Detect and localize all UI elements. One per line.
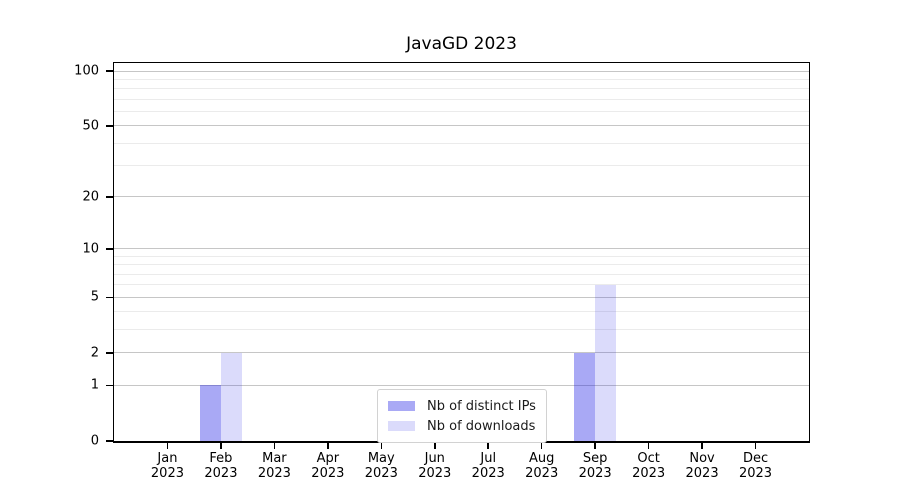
- minor-gridline: [114, 284, 809, 286]
- minor-gridline: [114, 311, 809, 313]
- x-tick-mark: [487, 441, 489, 449]
- x-tick-mark: [647, 441, 650, 449]
- x-tick-label: Sep 2023: [578, 451, 612, 481]
- bar-nb-of-downloads-sep: [595, 284, 617, 441]
- minor-gridline: [114, 273, 809, 275]
- minor-gridline: [114, 78, 809, 80]
- y-tick-mark: [106, 196, 113, 198]
- x-tick-mark: [540, 441, 543, 449]
- major-gridline: [114, 296, 809, 298]
- plot-area: Nb of distinct IPs Nb of downloads 0 1 2 5 1…: [74, 62, 810, 481]
- y-tick-mark: [106, 125, 113, 127]
- x-tick-label: Jul 2023: [471, 451, 505, 481]
- major-gridline: [114, 248, 809, 250]
- y-tick-label: 10: [82, 241, 99, 257]
- y-tick-label: 5: [90, 289, 99, 305]
- x-tick-label: Apr 2023: [311, 451, 345, 481]
- x-tick-label: May 2023: [364, 451, 398, 481]
- minor-gridline: [114, 142, 809, 144]
- minor-gridline: [114, 110, 809, 112]
- x-tick-mark: [166, 441, 169, 449]
- x-tick-mark: [273, 441, 276, 449]
- legend-swatch-distinct-ips: [388, 401, 415, 411]
- x-tick-mark: [220, 441, 222, 449]
- major-gridline: [114, 70, 809, 72]
- x-tick-label: Jan 2023: [150, 451, 184, 481]
- x-tick-label: Feb 2023: [204, 451, 238, 481]
- minor-gridline: [114, 165, 809, 167]
- y-tick-mark: [106, 384, 113, 387]
- minor-gridline: [114, 88, 809, 90]
- x-tick-label: Aug 2023: [525, 451, 559, 481]
- major-gridline: [114, 384, 809, 386]
- legend-label-distinct-ips: Nb of distinct IPs: [427, 398, 536, 414]
- major-gridline: [114, 125, 809, 127]
- y-tick-label: 20: [82, 189, 99, 205]
- bar-nb-of-distinct-ips-sep: [574, 352, 596, 441]
- x-tick-mark: [701, 441, 703, 449]
- x-tick-mark: [434, 441, 436, 449]
- y-tick-label: 1: [90, 377, 99, 393]
- chart-title: JavaGD 2023: [406, 34, 517, 54]
- y-tick-label: 2: [90, 345, 99, 361]
- x-tick-label: Mar 2023: [257, 451, 291, 481]
- minor-gridline: [114, 98, 809, 100]
- y-tick-label: 100: [74, 63, 99, 79]
- major-gridline: [114, 352, 809, 354]
- major-gridline: [114, 196, 809, 198]
- bar-nb-of-distinct-ips-feb: [199, 385, 221, 441]
- chart-legend: Nb of distinct IPs Nb of downloads: [377, 389, 547, 443]
- x-tick-mark: [327, 441, 329, 449]
- y-tick-label: 0: [90, 433, 99, 449]
- y-tick-mark: [106, 70, 113, 72]
- minor-gridline: [114, 264, 809, 266]
- x-tick-mark: [594, 441, 596, 449]
- y-tick-mark: [106, 440, 113, 442]
- x-tick-mark: [380, 441, 383, 449]
- y-tick-mark: [106, 352, 113, 354]
- x-tick-label: Nov 2023: [685, 451, 719, 481]
- y-tick-label: 50: [82, 118, 99, 134]
- minor-gridline: [114, 329, 809, 331]
- bar-nb-of-downloads-feb: [220, 352, 242, 441]
- minor-gridline: [114, 255, 809, 257]
- legend-item-distinct-ips: Nb of distinct IPs: [388, 396, 536, 416]
- x-tick-label: Jun 2023: [418, 451, 452, 481]
- legend-label-downloads: Nb of downloads: [427, 418, 536, 434]
- y-tick-mark: [106, 248, 113, 250]
- x-tick-mark: [754, 441, 757, 449]
- x-tick-label: Oct 2023: [632, 451, 666, 481]
- legend-swatch-downloads: [388, 421, 415, 431]
- y-tick-mark: [106, 296, 113, 299]
- x-tick-label: Dec 2023: [738, 451, 773, 481]
- legend-item-downloads: Nb of downloads: [388, 416, 536, 436]
